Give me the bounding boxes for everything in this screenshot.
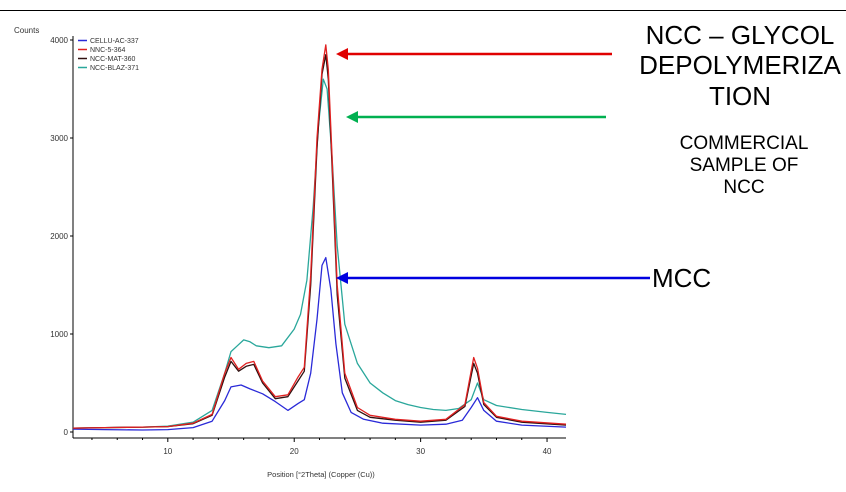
- annotation-commercial-line-2: SAMPLE OF: [689, 155, 799, 177]
- annotation-commercial: COMMERCIAL SAMPLE OF NCC: [660, 133, 828, 200]
- x-axis-label: Position [°2Theta] (Copper (Cu)): [267, 470, 375, 479]
- annotation-glycol-line-3: TION: [708, 80, 772, 111]
- annotation-mcc: MCC: [652, 263, 712, 293]
- annotation-glycol-line-2: DEPOLYMERIZA: [639, 50, 841, 81]
- legend-label: NCC-BLAZ-371: [90, 65, 139, 72]
- annotation-glycol: NCC – GLYCOL DEPOLYMERIZA TION: [636, 20, 844, 111]
- annotation-arrows: [336, 48, 650, 284]
- legend-label: NCC-MAT-360: [90, 56, 135, 63]
- y-axis-label: Counts: [14, 26, 39, 35]
- x-tick-label: 30: [416, 447, 425, 456]
- y-tick-label: 3000: [50, 134, 68, 143]
- arrow-commercial-head: [346, 111, 358, 123]
- arrow-glycol-head: [336, 48, 348, 60]
- x-tick-label: 40: [543, 447, 552, 456]
- y-tick-label: 2000: [50, 232, 68, 241]
- x-tick-label: 10: [163, 447, 172, 456]
- annotation-glycol-line-1: NCC – GLYCOL: [645, 20, 835, 50]
- arrow-mcc-head: [336, 272, 348, 284]
- plot-area: 0 1000 2000 3000 4000 10 20 30 40 CELLU-AC-337 NNC…: [50, 36, 567, 456]
- series-line-nnc-5-364: [72, 44, 567, 429]
- series-line-cellu-ac-337: [72, 256, 567, 431]
- y-tick-label: 0: [64, 428, 69, 437]
- legend-label: NNC-5-364: [90, 47, 126, 54]
- y-tick-label: 4000: [50, 36, 68, 45]
- top-rule: [0, 10, 846, 11]
- legend-label: CELLU-AC-337: [90, 38, 139, 45]
- annotation-commercial-line-3: NCC: [723, 177, 765, 199]
- x-tick-label: 20: [290, 447, 299, 456]
- series-line-ncc-blaz-371: [72, 78, 567, 429]
- y-tick-label: 1000: [50, 330, 68, 339]
- annotation-commercial-line-1: COMMERCIAL: [679, 133, 809, 154]
